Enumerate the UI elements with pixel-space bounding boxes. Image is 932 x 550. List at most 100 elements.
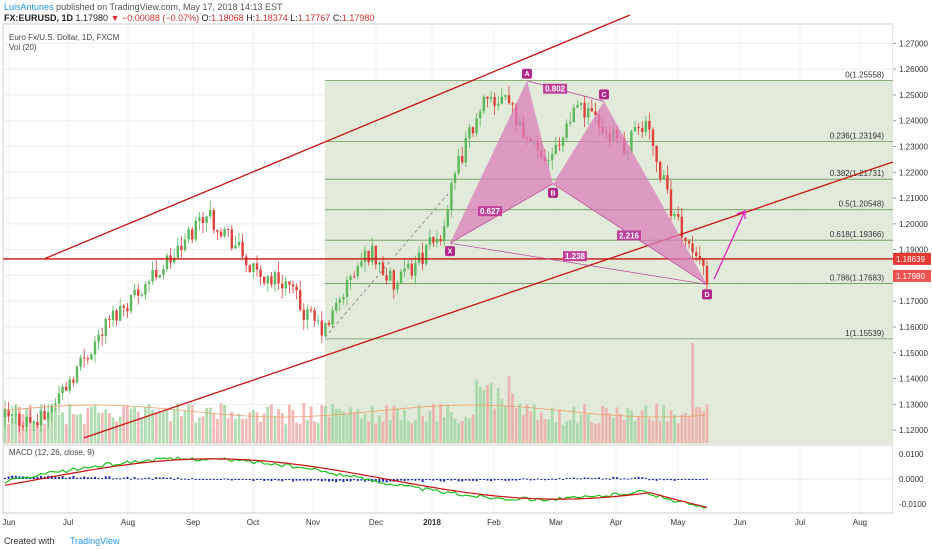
macd-histogram-bar [11, 475, 14, 479]
macd-histogram-bar [137, 478, 140, 480]
down-arrow-icon: ▼ [110, 13, 120, 23]
volume-bar [223, 404, 226, 443]
macd-histogram-bar [54, 476, 57, 479]
volume-bar [270, 404, 273, 443]
high-label: H: [246, 13, 256, 23]
macd-tick-label: 0.0000 [899, 475, 924, 484]
trend-channel [3, 14, 894, 439]
volume-bar [504, 406, 507, 443]
candle-body [356, 266, 359, 277]
macd-histogram-bar [540, 479, 543, 480]
macd-histogram-bar [598, 477, 600, 479]
macd-histogram-bar [79, 477, 82, 479]
volume-bar [234, 418, 237, 443]
macd-histogram-bar [270, 479, 273, 482]
candle-body [25, 416, 28, 427]
candle-body [205, 216, 208, 223]
macd-histogram-bar [536, 478, 539, 480]
volume-bar [54, 407, 57, 443]
candle-body [176, 245, 179, 258]
volume-bar [622, 420, 626, 443]
volume-bar [529, 411, 532, 443]
macd-indicator-label[interactable]: MACD (12, 26, close, 9) [9, 448, 95, 457]
macd-histogram-bar [274, 479, 276, 480]
macd-histogram-bar [360, 479, 363, 481]
volume-bar [352, 412, 356, 443]
candle-body [583, 102, 586, 118]
macd-histogram-bar [94, 476, 96, 479]
volume-bar [572, 406, 576, 443]
candle-body [579, 102, 583, 105]
volume-bar [162, 411, 165, 443]
time-tick-label: Mar [549, 518, 563, 527]
volume-bar [273, 415, 277, 443]
volume-bar [82, 423, 86, 443]
candle-body [291, 284, 295, 287]
macd-histogram-bar [554, 479, 557, 480]
candle-body [104, 318, 107, 336]
volume-bar [561, 424, 565, 443]
macd-histogram-bar [97, 477, 100, 479]
macd-histogram-bar [306, 479, 309, 481]
macd-histogram-bar [450, 479, 453, 481]
macd-histogram-bar [212, 479, 215, 480]
candle-body [43, 411, 46, 420]
tradingview-logo[interactable]: TradingView [70, 536, 120, 546]
author-link[interactable]: LuisAntunes [4, 2, 54, 12]
volume-bar [93, 405, 97, 443]
candle-body [248, 265, 251, 273]
candle-body [489, 96, 493, 99]
pattern-point-marker [548, 187, 558, 198]
price-chart[interactable]: 0(1.25558)0.236(1.23194)0.382(1.21731)0.… [0, 0, 932, 532]
harmonic-pattern: X A B C D 0.802 0.627 2.216 1.238 [445, 68, 746, 300]
channel-upper-line [43, 14, 631, 260]
volume-bar [288, 404, 291, 443]
volume-bar [464, 416, 468, 443]
macd-histogram-bar [601, 478, 604, 480]
volume-bar [439, 403, 442, 443]
time-tick-label: Jul [63, 518, 73, 527]
price-tick-label: 1.20000 [899, 220, 928, 229]
macd-histogram-bar [655, 479, 658, 481]
volume-bar [655, 403, 658, 443]
volume-indicator-label[interactable]: Vol (20) [9, 43, 37, 52]
volume-bar [486, 385, 489, 443]
macd-histogram-bar [7, 476, 10, 479]
macd-histogram-bar [133, 477, 136, 479]
candle-body [446, 209, 449, 227]
time-tick-label: Apr [610, 518, 623, 527]
volume-bar [630, 410, 633, 443]
volume-bar [648, 418, 651, 443]
candle-body [435, 238, 439, 243]
volume-bar [79, 413, 82, 443]
macd-histogram-bar [677, 479, 680, 480]
macd-histogram-bar [706, 478, 708, 480]
candle-body [180, 245, 183, 250]
fib-level-label: 1(1.15539) [845, 329, 884, 338]
candle-body [651, 129, 655, 146]
macd-histogram-bar [515, 479, 518, 481]
macd-histogram-bar [353, 479, 356, 481]
macd-histogram-bar [32, 477, 35, 479]
macd-histogram-bar [158, 477, 161, 479]
macd-histogram-bar [61, 476, 64, 479]
macd-histogram-bar [666, 479, 669, 480]
fib-level-label: 0.5(1.20548) [839, 200, 885, 209]
volume-bar [396, 408, 399, 443]
macd-histogram-bar [612, 476, 615, 479]
macd-histogram-bar [122, 477, 125, 479]
volume-bar [61, 412, 64, 443]
macd-histogram-bar [403, 479, 406, 481]
candle-body [493, 96, 496, 106]
macd-histogram-bar [209, 478, 212, 480]
macd-histogram-bar [680, 479, 683, 480]
macd-histogram-bar [461, 479, 464, 482]
macd-histogram-bar [230, 479, 233, 481]
candle-body [198, 217, 201, 221]
price-tick-label: 1.24000 [899, 117, 928, 126]
macd-histogram-bar [238, 479, 240, 480]
candle-body [158, 275, 161, 278]
projection-arrowhead [736, 210, 746, 219]
candle-body [396, 283, 399, 290]
volume-bar [165, 408, 169, 443]
